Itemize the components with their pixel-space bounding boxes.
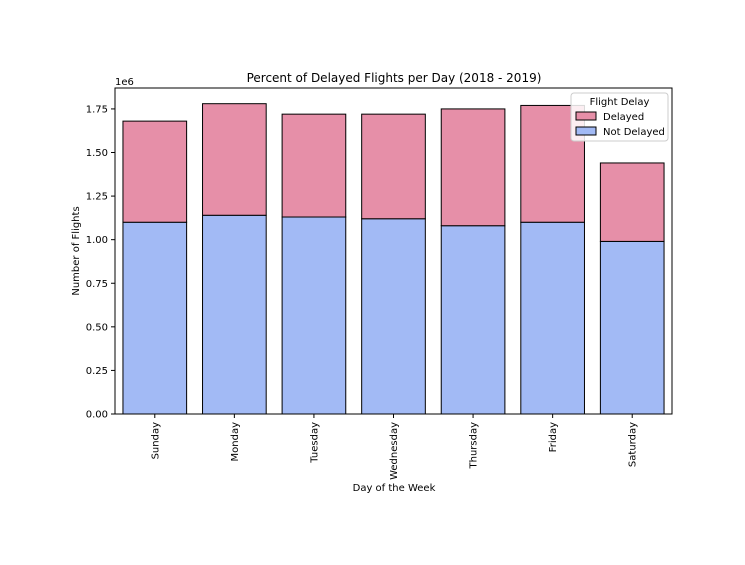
bar-not-delayed-thursday: [440, 225, 506, 415]
plot-frame: [114, 87, 673, 415]
x-tick-label: Saturday: [628, 422, 639, 467]
bar-delayed-monday: [202, 103, 267, 216]
bar-delayed-sunday: [122, 120, 188, 223]
x-tick-label: Tuesday: [309, 422, 320, 464]
x-tick-label: Thursday: [469, 422, 480, 470]
x-axis-label: Day of the Week: [353, 483, 436, 494]
bar-delayed-thursday: [440, 108, 506, 227]
bar-not-delayed-monday: [202, 214, 267, 415]
y-tick-label: 1.50: [86, 148, 108, 159]
x-tick-label: Sunday: [150, 422, 161, 459]
legend-swatch-not-delayed: [575, 126, 597, 136]
bar-delayed-wednesday: [361, 113, 426, 220]
x-tick-label: Wednesday: [389, 422, 400, 480]
legend-swatch-delayed: [575, 111, 597, 121]
y-tick-label: 1.75: [86, 104, 108, 115]
chart-title: Percent of Delayed Flights per Day (2018…: [247, 71, 542, 85]
y-tick-label: 0.00: [86, 410, 108, 421]
y-offset-label: 1e6: [115, 77, 134, 88]
bar-not-delayed-sunday: [122, 221, 188, 415]
legend-entry-delayed: Delayed: [603, 112, 644, 123]
x-tick-label: Friday: [548, 422, 559, 452]
bar-not-delayed-saturday: [599, 240, 665, 415]
plot-area: Sunday Monday Tuesday Wednesday Thursday Frid…: [86, 87, 673, 480]
bar-not-delayed-wednesday: [361, 218, 426, 415]
y-axis-label: Number of Flights: [71, 206, 82, 295]
x-tick-label: Monday: [230, 422, 241, 462]
legend: Flight Delay Delayed Not Delayed: [570, 92, 669, 142]
bar-delayed-saturday: [599, 162, 665, 242]
bar-delayed-tuesday: [281, 113, 347, 218]
legend-entry-not-delayed: Not Delayed: [603, 127, 665, 138]
bar-not-delayed-friday: [520, 221, 585, 415]
y-tick-label: 0.50: [86, 322, 108, 333]
legend-title: Flight Delay: [590, 97, 650, 108]
bar-not-delayed-tuesday: [281, 216, 347, 415]
y-tick-label: 1.00: [86, 235, 108, 246]
y-tick-label: 0.75: [86, 279, 108, 290]
y-tick-label: 0.25: [86, 366, 108, 377]
y-tick-label: 1.25: [86, 192, 108, 203]
